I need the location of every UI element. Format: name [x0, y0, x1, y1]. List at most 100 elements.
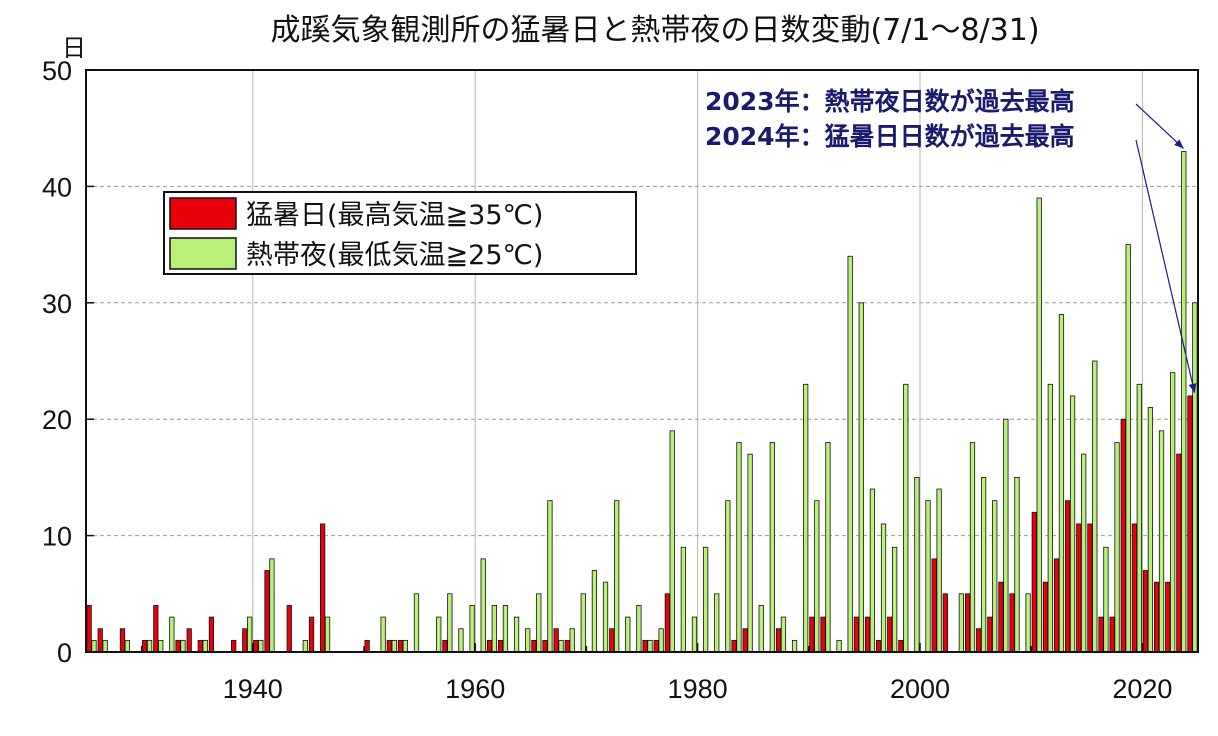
- bar-mosho-1943: [286, 605, 292, 653]
- bar-mosho-1994: [853, 616, 860, 653]
- bar-mosho-1952: [386, 639, 392, 653]
- y-axis-unit: 日: [62, 34, 86, 62]
- bar-nettaiya-1957: [447, 593, 453, 653]
- bar-nettaiya-1961: [491, 605, 497, 653]
- bar-mosho-1967: [553, 628, 559, 653]
- bar-mosho-2011: [1042, 581, 1049, 653]
- bar-mosho-1935: [197, 639, 203, 653]
- bar-mosho-1950: [364, 639, 370, 653]
- bar-mosho-2012: [1053, 558, 1060, 653]
- bar-nettaiya-1973: [625, 616, 631, 653]
- bar-nettaiya-1951: [380, 616, 386, 653]
- bar-nettaiya-1935: [202, 639, 208, 653]
- bar-nettaiya-1981: [714, 593, 720, 653]
- x-tick-label-2000: 2000: [890, 674, 950, 704]
- bar-nettaiya-1986: [769, 442, 775, 653]
- bar-mosho-2024: [1187, 395, 1193, 653]
- bar-nettaiya-2018: [1125, 244, 1131, 653]
- bar-mosho-2006: [987, 616, 993, 653]
- bar-mosho-1977: [664, 593, 670, 653]
- bar-nettaiya-1965: [536, 593, 542, 653]
- bar-mosho-1998: [898, 639, 904, 653]
- bar-mosho-2022: [1165, 581, 1171, 653]
- annotation-arrows: [1135, 103, 1197, 394]
- bar-nettaiya-2013: [1069, 395, 1076, 653]
- bar-nettaiya-1976: [658, 628, 664, 653]
- gridlines: [86, 70, 1198, 652]
- bar-nettaiya-2022: [1170, 372, 1176, 653]
- bar-mosho-1934: [186, 628, 192, 653]
- bar-mosho-1972: [609, 628, 615, 653]
- bar-nettaiya-1932: [169, 616, 175, 653]
- bar-nettaiya-1928: [124, 639, 130, 653]
- bar-nettaiya-1997: [892, 546, 898, 653]
- bar-mosho-2017: [1109, 616, 1115, 653]
- bar-nettaiya-1987: [780, 616, 787, 653]
- bar-nettaiya-1939: [247, 616, 253, 653]
- legend-box: [163, 191, 637, 275]
- bar-mosho-1941: [264, 570, 270, 653]
- y-tick-label-30: 30: [42, 289, 72, 319]
- bar-mosho-1987: [775, 628, 782, 653]
- bar-mosho-1976: [653, 639, 659, 653]
- bar-mosho-2021: [1154, 581, 1160, 653]
- bar-nettaiya-1989: [803, 383, 809, 653]
- bar-mosho-1928: [119, 628, 126, 653]
- bar-nettaiya-2010: [1036, 197, 1042, 653]
- legend-label-nettaiya: 熱帯夜(最低気温≧25℃): [246, 240, 543, 271]
- bar-mosho-2010: [1031, 511, 1037, 653]
- bar-mosho-1936: [208, 616, 215, 653]
- bar-mosho-1957: [442, 639, 448, 653]
- bar-nettaiya-1984: [747, 453, 753, 653]
- bar-mosho-1968: [564, 639, 570, 653]
- bar-mosho-1966: [542, 639, 548, 653]
- bar-nettaiya-2021: [1158, 430, 1165, 653]
- bar-mosho-2016: [1098, 616, 1104, 653]
- bar-mosho-2019: [1131, 523, 1138, 653]
- annotation-arrow-line: [1135, 103, 1184, 149]
- bar-mosho-1953: [397, 639, 404, 653]
- bar-mosho-2013: [1065, 500, 1071, 653]
- bar-mosho-1962: [497, 639, 504, 653]
- bar-mosho-1945: [308, 616, 315, 653]
- bar-nettaiya-1941: [269, 558, 275, 653]
- bar-mosho-1961: [486, 639, 493, 653]
- bar-mosho-1996: [876, 639, 882, 653]
- bar-nettaiya-1983: [736, 442, 742, 653]
- bar-nettaiya-2006: [992, 500, 998, 653]
- bar-mosho-2014: [1076, 523, 1082, 653]
- bar-nettaiya-1972: [614, 500, 620, 653]
- bar-nettaiya-1959: [469, 605, 475, 653]
- bar-nettaiya-2020: [1147, 407, 1154, 653]
- bar-nettaiya-1933: [180, 639, 186, 653]
- ticks: 1940 1960 1980 2000 2020 0 10 20 30 40 50: [42, 56, 1172, 704]
- bar-mosho-1930: [142, 639, 148, 653]
- bar-mosho-2001: [931, 558, 937, 653]
- bar-nettaiya-1958: [458, 628, 464, 653]
- bar-nettaiya-2003: [958, 593, 964, 653]
- bar-nettaiya-1999: [914, 476, 920, 653]
- bar-nettaiya-1964: [525, 628, 531, 653]
- bar-nettaiya-1977: [669, 430, 675, 653]
- chart-title: 成蹊気象観測所の猛暑日と熱帯夜の日数変動(7/1〜8/31): [270, 13, 1039, 48]
- bar-nettaiya-1926: [102, 639, 108, 653]
- annotation-arrow-head: [1174, 139, 1184, 149]
- bar-nettaiya-2011: [1047, 383, 1053, 653]
- bar-mosho-2023: [1176, 453, 1182, 653]
- bar-nettaiya-1985: [758, 605, 764, 653]
- bar-mosho-2007: [998, 581, 1004, 653]
- bar-nettaiya-1991: [825, 442, 831, 653]
- bar-mosho-1983: [731, 639, 737, 653]
- bar-nettaiya-1925: [91, 639, 97, 653]
- bar-nettaiya-1998: [903, 383, 909, 653]
- bar-nettaiya-1963: [513, 616, 520, 653]
- bar-nettaiya-2023: [1181, 151, 1187, 653]
- bar-nettaiya-2019: [1136, 383, 1142, 653]
- x-tick-label-2020: 2020: [1112, 674, 1172, 704]
- legend-swatch-nettaiya: [169, 237, 237, 270]
- bar-nettaiya-1946: [324, 616, 331, 653]
- y-tick-label-50: 50: [42, 56, 72, 86]
- bar-nettaiya-2017: [1114, 442, 1120, 653]
- bar-nettaiya-2024: [1192, 302, 1198, 653]
- bar-nettaiya-2004: [969, 442, 976, 653]
